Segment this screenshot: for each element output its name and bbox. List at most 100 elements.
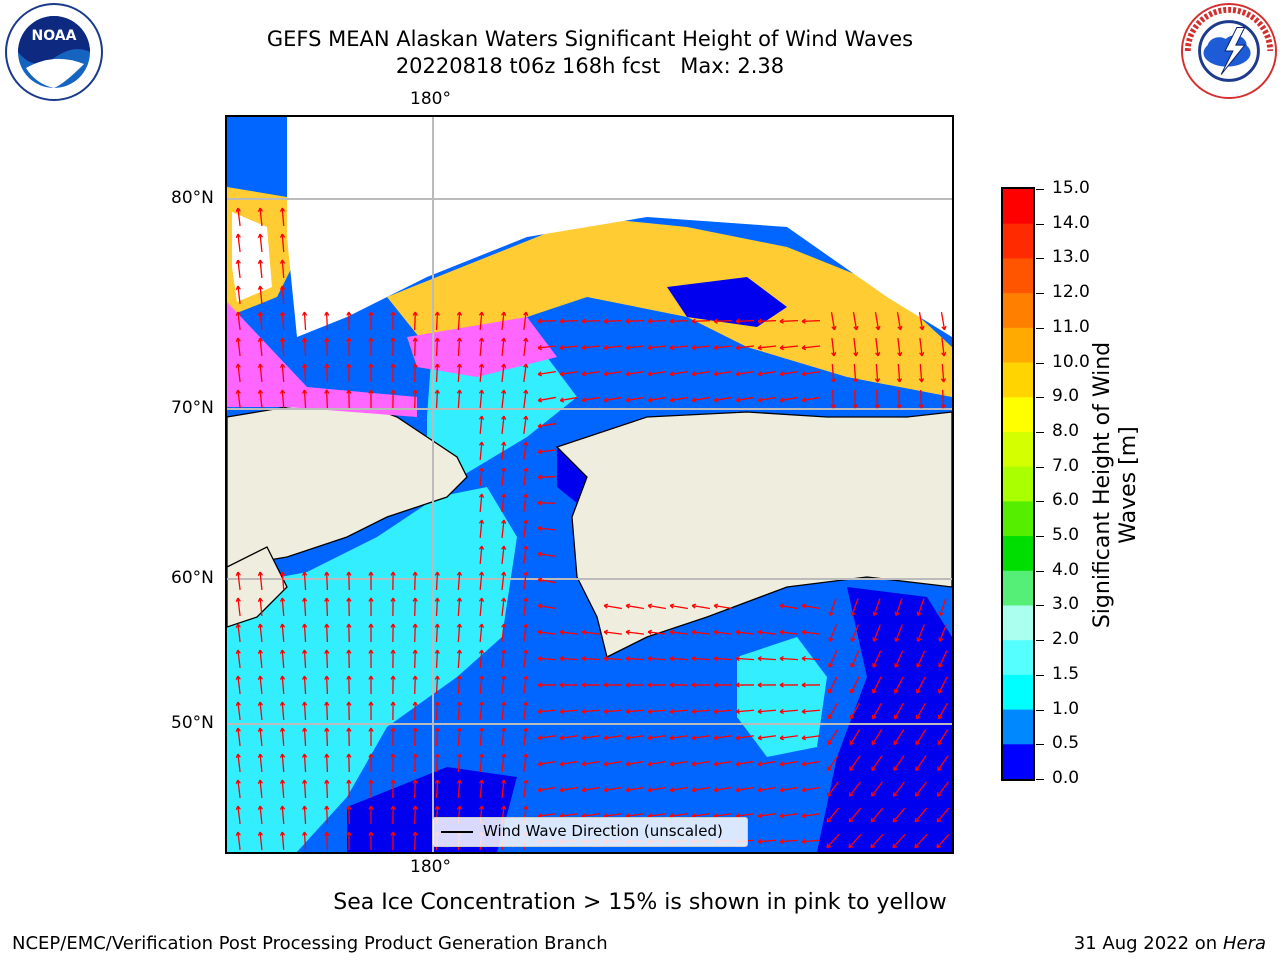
wave-direction-arrow (390, 727, 396, 747)
wave-direction-arrow (735, 708, 755, 715)
wave-direction-arrow (257, 259, 264, 279)
wave-direction-arrow (368, 623, 374, 643)
wave-direction-arrow (852, 389, 858, 409)
wave-direction-arrow (915, 729, 927, 746)
wave-direction-arrow (625, 760, 644, 767)
wave-direction-arrow (501, 337, 507, 357)
wave-direction-arrow (279, 285, 286, 305)
map-panel[interactable]: Wind Wave Direction (unscaled) (225, 115, 954, 854)
legend-label: Wind Wave Direction (unscaled) (483, 822, 723, 840)
colorbar-tick-label: 11.0 (1052, 316, 1090, 337)
wave-direction-arrow (849, 755, 861, 772)
wave-direction-arrow (647, 735, 667, 741)
wave-direction-arrow (324, 805, 330, 825)
wave-direction-arrow (559, 345, 579, 351)
wave-direction-arrow (779, 655, 799, 662)
wave-direction-arrow (713, 735, 733, 741)
wave-direction-arrow (779, 786, 798, 793)
wave-direction-arrow (603, 708, 623, 715)
wave-direction-arrow (691, 603, 710, 610)
wave-direction-arrow (324, 727, 330, 747)
wave-direction-arrow (456, 389, 463, 409)
wave-direction-arrow (779, 629, 799, 635)
wave-direction-arrow (478, 311, 485, 331)
wave-direction-arrow (324, 623, 330, 643)
wave-direction-arrow (501, 701, 507, 721)
wave-direction-arrow (412, 571, 418, 591)
wave-direction-arrow (713, 396, 732, 403)
colorbar (1001, 187, 1035, 781)
colorbar-band (1003, 466, 1033, 502)
wave-direction-arrow (537, 500, 557, 506)
wave-direction-arrow (647, 345, 667, 351)
wave-direction-arrow (501, 753, 507, 773)
wave-direction-arrow (523, 415, 529, 435)
wave-direction-arrow (523, 519, 529, 539)
wave-direction-arrow (537, 345, 557, 351)
wave-direction-arrow (346, 701, 352, 721)
wave-direction-arrow (848, 833, 862, 849)
wave-direction-arrow (302, 311, 308, 331)
colorbar-tick-mark (1036, 744, 1044, 746)
wave-direction-arrow (559, 655, 579, 662)
wave-direction-arrow (936, 833, 950, 849)
wave-direction-arrow (625, 370, 644, 377)
wave-direction-arrow (647, 396, 666, 403)
wave-direction-arrow (603, 682, 623, 688)
wave-direction-arrow (279, 623, 286, 643)
wave-direction-arrow (257, 805, 264, 825)
colorbar-tick-mark (1036, 674, 1044, 676)
wave-direction-arrow (368, 389, 374, 409)
wave-direction-arrow (871, 676, 882, 694)
wave-direction-arrow (893, 755, 905, 772)
wave-direction-arrow (938, 650, 948, 668)
wave-direction-arrow (757, 370, 776, 377)
wave-direction-arrow (537, 551, 556, 557)
wave-direction-arrow (918, 363, 925, 383)
wave-direction-arrow (279, 753, 286, 773)
wave-direction-arrow (390, 597, 396, 617)
wave-direction-arrow (324, 389, 330, 409)
wave-direction-arrow (390, 779, 396, 799)
wave-direction-arrow (713, 603, 732, 610)
wave-zone-gulf (737, 637, 827, 757)
wave-direction-arrow (940, 389, 946, 409)
wave-direction-arrow (713, 708, 733, 715)
wave-direction-arrow (368, 675, 374, 695)
colorbar-band (1003, 640, 1033, 676)
wave-direction-arrow (501, 441, 507, 461)
wave-direction-arrow (559, 786, 578, 793)
wave-direction-arrow (324, 363, 330, 383)
wave-direction-arrow (559, 682, 579, 688)
wave-direction-arrow (872, 624, 881, 642)
wave-direction-arrow (691, 655, 711, 662)
wave-direction-arrow (691, 708, 711, 715)
wave-direction-arrow (801, 345, 821, 351)
wave-direction-arrow (368, 779, 374, 799)
wave-direction-arrow (691, 682, 711, 688)
wave-direction-arrow (279, 259, 286, 279)
wave-direction-arrow (779, 345, 799, 351)
wave-direction-arrow (346, 337, 352, 357)
map-legend: Wind Wave Direction (unscaled) (432, 817, 748, 847)
wave-direction-arrow (368, 831, 374, 851)
wave-direction-arrow (279, 675, 286, 695)
lon-label-bottom: 180° (410, 857, 451, 877)
wave-direction-arrow (235, 831, 241, 851)
wave-direction-arrow (801, 629, 821, 635)
wave-direction-arrow (937, 676, 948, 694)
wave-direction-arrow (478, 467, 485, 487)
wave-direction-arrow (669, 629, 689, 635)
wave-direction-arrow (581, 735, 601, 741)
wave-direction-arrow (412, 649, 418, 669)
wave-direction-arrow (257, 233, 264, 253)
wave-direction-arrow (918, 312, 925, 331)
colorbar-tick-label: 1.5 (1052, 663, 1080, 684)
wave-direction-arrow (478, 727, 485, 747)
wave-direction-arrow (937, 729, 949, 746)
colorbar-tick-mark (1036, 605, 1044, 607)
wave-direction-arrow (390, 805, 396, 825)
wave-direction-arrow (537, 629, 557, 635)
wave-direction-arrow (257, 285, 264, 305)
wave-direction-arrow (537, 682, 557, 688)
